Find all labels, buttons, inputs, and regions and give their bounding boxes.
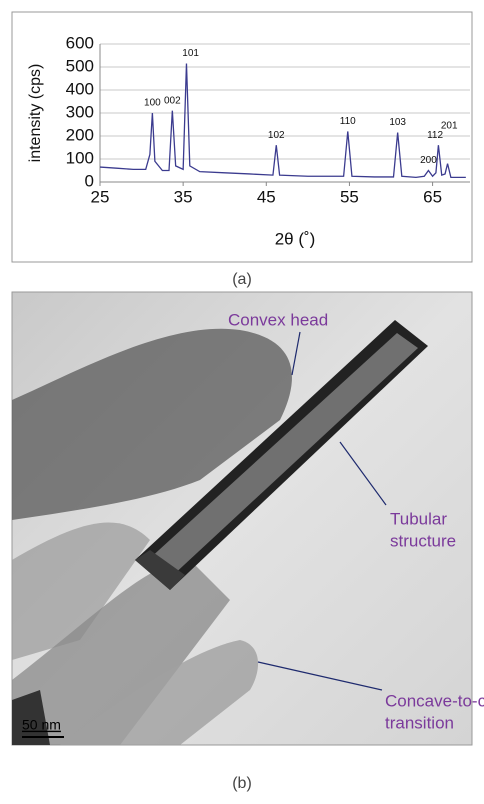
- image-label: structure: [390, 531, 456, 550]
- y-tick-label: 100: [66, 148, 94, 167]
- x-tick-label: 45: [257, 187, 276, 206]
- x-tick-label: 25: [91, 187, 110, 206]
- peak-label: 110: [340, 116, 356, 127]
- peak-label: 200: [420, 155, 437, 166]
- peak-label: 102: [268, 130, 285, 141]
- x-tick-label: 65: [423, 187, 442, 206]
- image-label: Convex head: [228, 310, 328, 329]
- y-tick-label: 300: [66, 102, 94, 121]
- figure: (a) 50 nm (b) 01002003004005006002535455…: [0, 0, 484, 799]
- x-axis-label: 2θ (˚): [275, 229, 316, 248]
- peak-label: 103: [389, 117, 406, 128]
- x-tick-label: 55: [340, 187, 359, 206]
- y-tick-label: 500: [66, 56, 94, 75]
- caption: (a): [232, 271, 252, 288]
- image-label: Concave-to-convex: [385, 691, 484, 710]
- y-tick-label: 400: [66, 79, 94, 98]
- page: (a) 50 nm (b) 01002003004005006002535455…: [0, 0, 484, 799]
- y-tick-label: 600: [66, 33, 94, 52]
- peak-label: 101: [182, 48, 199, 59]
- peak-label: 201: [441, 121, 458, 132]
- scale-bar-label: 50 nm: [22, 717, 61, 733]
- y-axis-label: intensity (cps): [27, 64, 44, 163]
- caption: (b): [232, 775, 252, 792]
- image-label: transition: [385, 713, 454, 732]
- x-tick-label: 35: [174, 187, 193, 206]
- peak-label: 100: [144, 98, 161, 109]
- peak-label: 002: [164, 95, 181, 106]
- image-label: Tubular: [390, 509, 447, 528]
- y-tick-label: 200: [66, 125, 94, 144]
